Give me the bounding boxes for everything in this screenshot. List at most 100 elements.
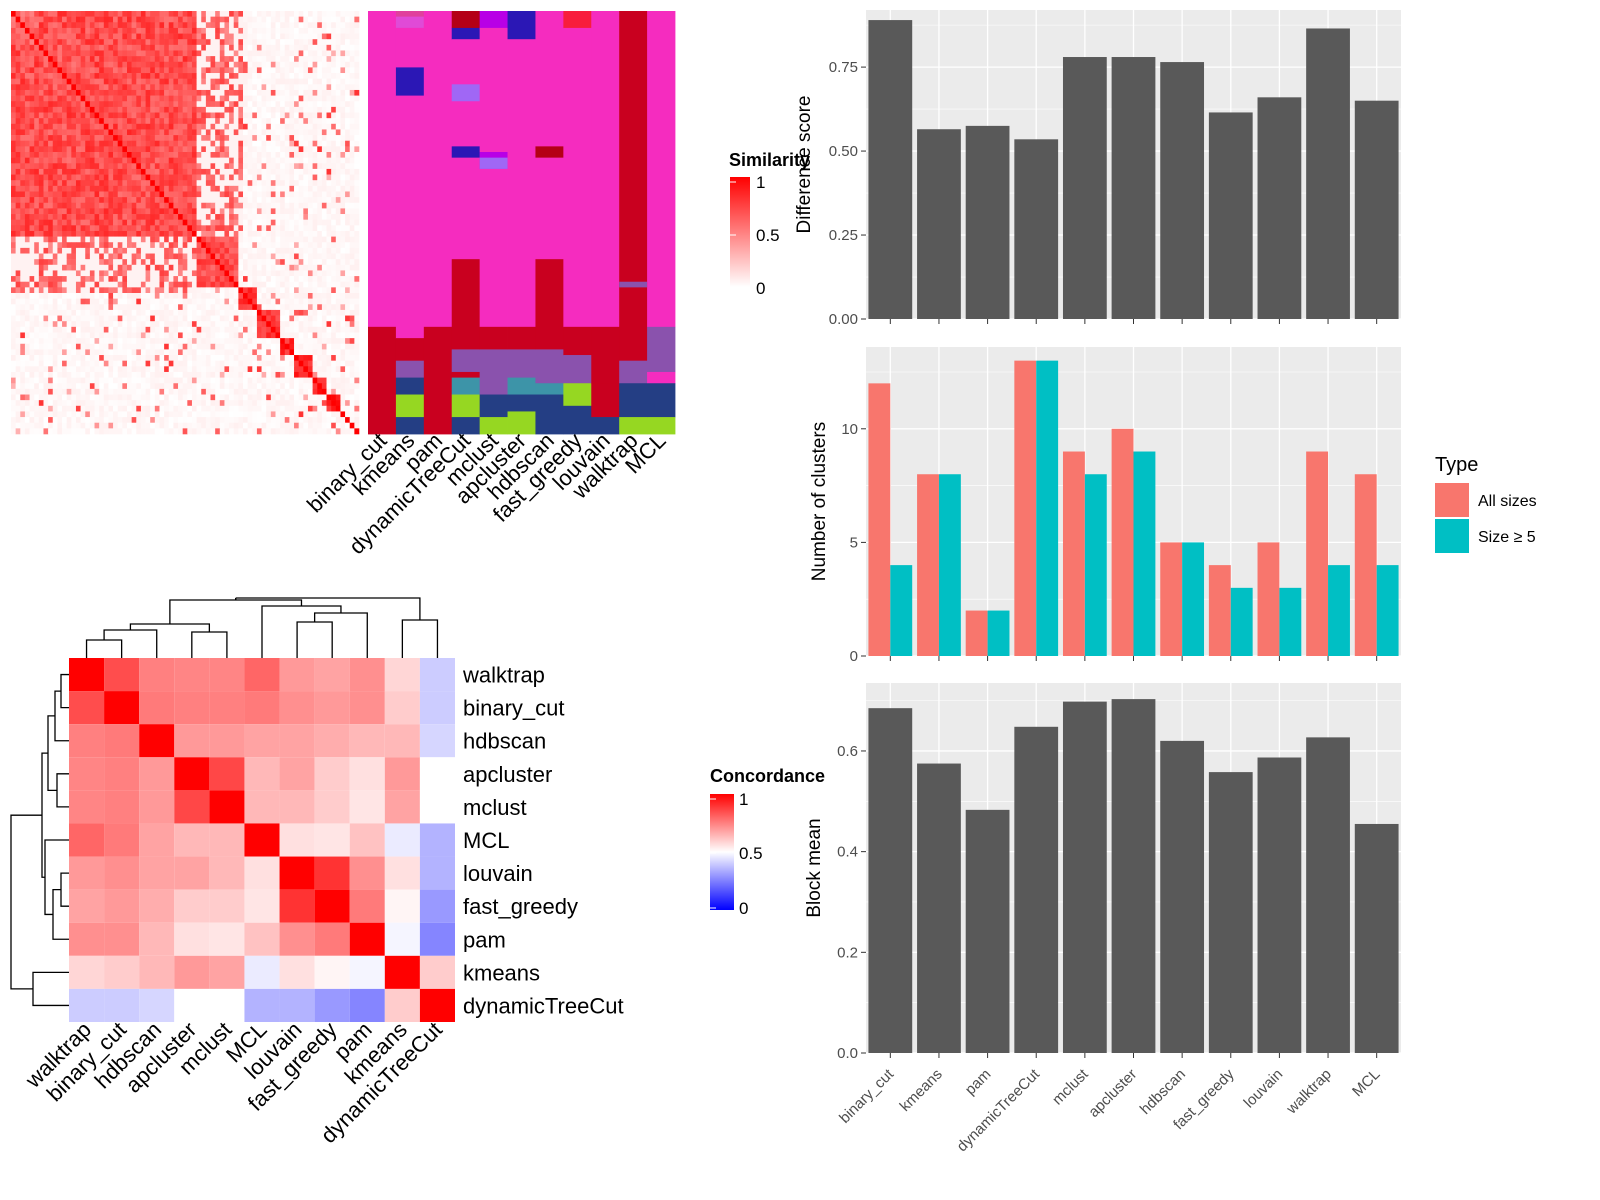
similarity-cell — [75, 33, 81, 40]
similarity-cell — [85, 309, 91, 316]
similarity-cell — [247, 264, 253, 271]
similarity-cell — [164, 326, 170, 333]
similarity-cell — [354, 219, 360, 226]
similarity-cell — [340, 321, 346, 328]
similarity-cell — [131, 287, 137, 294]
similarity-cell — [266, 44, 272, 51]
similarity-cell — [224, 168, 230, 175]
similarity-cell — [247, 287, 253, 294]
similarity-cell — [182, 56, 188, 63]
similarity-cell — [24, 11, 30, 17]
similarity-cell — [256, 230, 262, 237]
similarity-cell — [317, 180, 323, 187]
similarity-cell — [196, 106, 202, 113]
similarity-cell — [205, 326, 211, 333]
similarity-cell — [75, 16, 81, 23]
similarity-cell — [210, 371, 216, 378]
similarity-cell — [159, 118, 165, 125]
similarity-cell — [164, 287, 170, 294]
similarity-cell — [15, 309, 21, 316]
similarity-cell — [89, 304, 95, 311]
similarity-cell — [307, 135, 313, 142]
similarity-cell — [261, 214, 267, 220]
similarity-cell — [196, 61, 202, 68]
similarity-cell — [294, 118, 299, 125]
similarity-cell — [238, 89, 244, 96]
similarity-cell — [298, 146, 304, 153]
similarity-cell — [321, 56, 327, 63]
similarity-cell — [294, 309, 299, 316]
similarity-cell — [298, 298, 304, 305]
similarity-cell — [354, 135, 360, 142]
similarity-cell — [210, 39, 216, 46]
similarity-cell — [173, 22, 179, 29]
similarity-cell — [284, 349, 290, 356]
similarity-cell — [261, 152, 267, 158]
similarity-cell — [117, 50, 123, 57]
similarity-cell — [201, 135, 207, 142]
similarity-cell — [164, 185, 170, 192]
similarity-cell — [298, 293, 304, 299]
similarity-cell — [243, 16, 248, 23]
similarity-cell — [354, 202, 360, 209]
similarity-cell — [145, 174, 151, 181]
similarity-cell — [122, 140, 128, 147]
similarity-cell — [219, 123, 225, 130]
similarity-cell — [29, 197, 35, 204]
similarity-cell — [275, 39, 281, 46]
similarity-cell — [270, 140, 276, 147]
similarity-cell — [317, 78, 323, 85]
similarity-cell — [340, 89, 346, 96]
similarity-cell — [38, 22, 44, 29]
similarity-cell — [80, 123, 86, 130]
similarity-cell — [266, 140, 272, 147]
similarity-cell — [173, 112, 179, 119]
similarity-cell — [122, 236, 128, 243]
similarity-cell — [159, 73, 165, 79]
similarity-cell — [164, 259, 170, 266]
similarity-cell — [201, 11, 207, 17]
similarity-cell — [52, 44, 58, 51]
similarity-cell — [103, 191, 109, 198]
similarity-cell — [52, 270, 58, 277]
similarity-cell — [20, 140, 26, 147]
similarity-cell — [108, 16, 114, 23]
similarity-cell — [66, 276, 72, 283]
similarity-cell — [99, 383, 105, 390]
similarity-cell — [173, 287, 179, 294]
similarity-cell — [178, 366, 183, 373]
similarity-cell — [29, 259, 35, 266]
similarity-cell — [38, 338, 44, 345]
similarity-cell — [75, 230, 81, 237]
similarity-cell — [303, 326, 309, 333]
similarity-cell — [94, 219, 100, 226]
similarity-cell — [113, 101, 119, 108]
similarity-cell — [113, 16, 119, 23]
similarity-cell — [29, 174, 35, 181]
similarity-cell — [317, 106, 323, 113]
similarity-cell — [205, 214, 211, 220]
similarity-cell — [229, 123, 235, 130]
similarity-cell — [173, 230, 179, 237]
similarity-cell — [34, 315, 40, 322]
similarity-cell — [238, 73, 244, 79]
similarity-cell — [233, 349, 239, 356]
similarity-cell — [256, 242, 262, 249]
similarity-cell — [284, 168, 290, 175]
similarity-cell — [136, 22, 142, 29]
similarity-cell — [103, 214, 109, 220]
similarity-cell — [312, 152, 318, 158]
similarity-cell — [219, 16, 225, 23]
similarity-cell — [261, 180, 267, 187]
similarity-cell — [20, 276, 26, 283]
similarity-cell — [307, 84, 313, 91]
similarity-cell — [108, 101, 114, 108]
similarity-cell — [266, 242, 272, 249]
similarity-cell — [210, 112, 216, 119]
similarity-cell — [298, 321, 304, 328]
similarity-cell — [252, 208, 258, 215]
similarity-cell — [89, 123, 95, 130]
similarity-cell — [122, 383, 128, 390]
similarity-cell — [303, 174, 309, 181]
similarity-cell — [20, 152, 26, 158]
